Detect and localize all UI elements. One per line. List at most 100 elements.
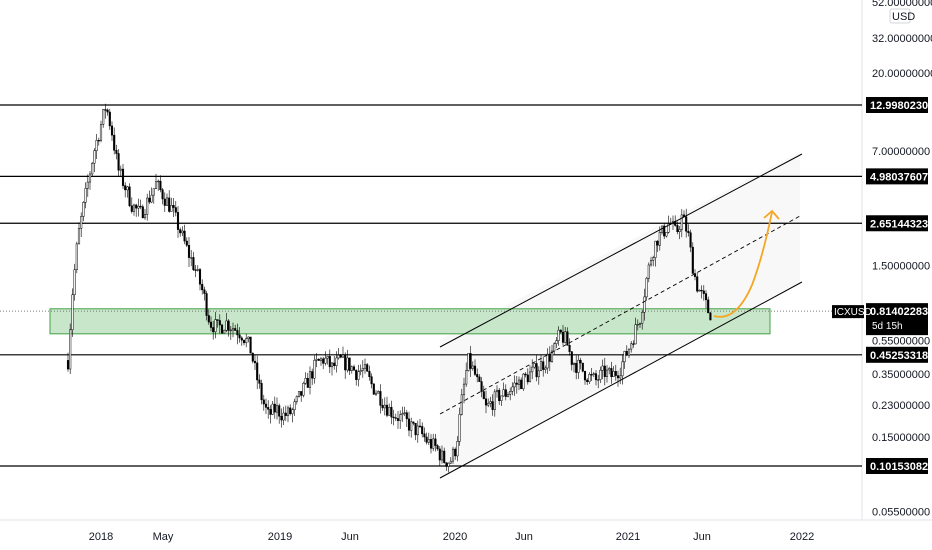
- candle: [311, 368, 314, 385]
- candle: [117, 149, 120, 177]
- candle: [526, 368, 529, 385]
- channel-upper-line[interactable]: [439, 153, 803, 348]
- candle: [225, 312, 228, 333]
- candle: [344, 352, 347, 379]
- price-axis-level-tags: 12.99802308 4.98037607 2.65144323 0.4525331…: [866, 97, 932, 474]
- candle: [278, 403, 281, 424]
- candle: [271, 400, 274, 416]
- candle: [566, 327, 569, 346]
- candle: [553, 342, 556, 355]
- candle: [504, 384, 507, 401]
- candle: [493, 389, 496, 417]
- channel-mid-line[interactable]: [439, 215, 801, 415]
- candle: [480, 377, 483, 398]
- price-tick-label: 0.15000000: [872, 432, 930, 444]
- level-tag: [866, 215, 928, 232]
- candle: [401, 406, 404, 422]
- candle: [539, 354, 543, 372]
- candle: [216, 319, 219, 328]
- candle: [108, 108, 111, 130]
- candle: [361, 360, 364, 378]
- candle: [557, 326, 560, 346]
- candle: [260, 379, 263, 405]
- candle: [438, 446, 441, 466]
- candle: [95, 134, 98, 159]
- candle: [412, 421, 415, 426]
- candle: [689, 229, 692, 253]
- candle: [137, 198, 140, 217]
- candle: [680, 209, 683, 238]
- price-tick-label: 0.55000000: [872, 335, 930, 347]
- candle: [601, 359, 604, 380]
- candle: [359, 364, 362, 376]
- price-tick-label: 0.23000000: [872, 400, 930, 412]
- candle: [381, 398, 384, 411]
- candle: [693, 269, 697, 281]
- candle: [262, 394, 265, 411]
- candle: [548, 346, 551, 371]
- candle: [187, 236, 191, 268]
- price-tick-label: 7.00000000: [872, 146, 930, 158]
- candle: [630, 340, 633, 353]
- candle: [564, 327, 567, 344]
- candle: [126, 185, 129, 198]
- current-price-value: 0.81402283: [870, 306, 928, 318]
- bar-countdown: 5d 15h: [872, 321, 903, 332]
- candle: [220, 323, 224, 334]
- currency-button[interactable]: USD: [889, 8, 915, 24]
- candle: [676, 221, 679, 235]
- candle: [289, 404, 292, 416]
- candle: [297, 391, 301, 398]
- candle: [434, 433, 437, 452]
- candle: [447, 462, 450, 473]
- candle: [377, 390, 380, 394]
- projection-arrow[interactable]: [713, 211, 773, 318]
- candle: [544, 365, 547, 374]
- candle: [128, 183, 131, 208]
- candle: [341, 346, 345, 358]
- price-tick-label: 32.00000000: [872, 33, 932, 45]
- price-tick-label: 20.00000000: [872, 68, 932, 80]
- candle: [282, 406, 285, 425]
- channel-lower-line[interactable]: [439, 281, 803, 479]
- candle: [383, 397, 386, 416]
- candle: [355, 369, 358, 386]
- candle: [209, 316, 213, 332]
- horizontal-levels: [0, 104, 862, 467]
- candle: [498, 388, 501, 405]
- candle: [658, 226, 661, 251]
- candle: [124, 182, 127, 198]
- candle: [352, 364, 356, 371]
- candle: [201, 279, 204, 295]
- candle: [707, 296, 710, 314]
- candle: [196, 265, 199, 272]
- candle: [623, 350, 626, 369]
- candle: [586, 378, 589, 386]
- candle: [302, 381, 305, 398]
- level-tag-label: 0.10153082: [870, 461, 928, 473]
- candle: [315, 353, 318, 368]
- candle: [192, 251, 195, 272]
- candle: [115, 144, 118, 160]
- candle: [537, 366, 540, 385]
- candle: [269, 405, 272, 424]
- candle: [141, 204, 144, 219]
- candle: [462, 377, 466, 404]
- candle: [465, 362, 468, 387]
- candle: [328, 349, 331, 373]
- candle: [227, 319, 230, 337]
- candle: [649, 256, 653, 267]
- support-zone[interactable]: [49, 308, 771, 335]
- candle: [280, 408, 283, 428]
- candle: [313, 355, 316, 384]
- candle: [143, 208, 147, 220]
- candle: [511, 382, 514, 396]
- candle: [104, 103, 107, 119]
- candle: [242, 339, 246, 346]
- candle: [218, 314, 221, 334]
- candle: [392, 409, 395, 426]
- candle: [139, 199, 142, 210]
- candle: [113, 127, 116, 155]
- candle: [245, 333, 248, 348]
